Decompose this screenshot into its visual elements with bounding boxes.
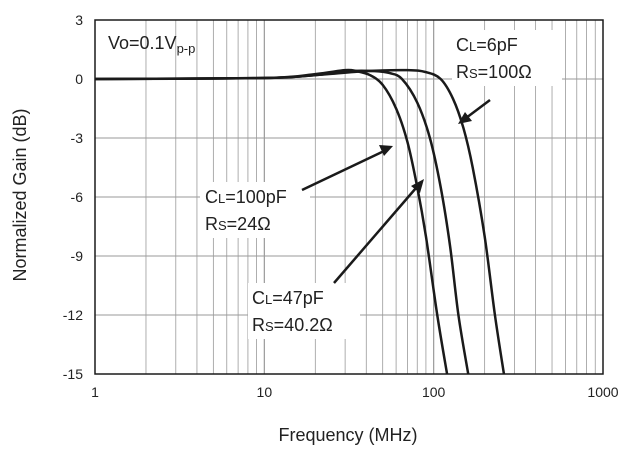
svg-text:CL=100pF: CL=100pF [205, 187, 287, 207]
svg-text:RS=100Ω: RS=100Ω [456, 62, 532, 82]
plot-frame [94, 19, 604, 375]
x-tick-label: 100 [422, 384, 446, 400]
x-tick-label: 1 [91, 384, 99, 400]
svg-text:CL=6pF: CL=6pF [456, 35, 518, 55]
y-tick-label: -12 [63, 307, 83, 323]
annotation-cl-47pf: CL=47pF RS=40.2Ω [248, 283, 360, 339]
svg-text:RS=40.2Ω: RS=40.2Ω [252, 315, 333, 335]
y-tick-label: -9 [71, 248, 84, 264]
y-tick-label: -6 [71, 189, 84, 205]
x-tick-label: 10 [257, 384, 273, 400]
x-tick-label: 1000 [587, 384, 618, 400]
series-lines [94, 68, 506, 375]
arrow-cl-47pf [333, 179, 424, 284]
svg-text:CL=47pF: CL=47pF [252, 288, 324, 308]
y-tick-label: 0 [75, 71, 83, 87]
tick-labels: 1 10 100 1000 3 0 -3 -6 -9 -12 -15 [63, 12, 619, 400]
annotation-cl-100pf: CL=100pF RS=24Ω [200, 182, 310, 238]
y-tick-label: -3 [71, 130, 84, 146]
condition-label: Vo=0.1Vp-p [108, 33, 195, 56]
y-tick-label: 3 [75, 12, 83, 28]
annotation-cl-6pf: CL=6pF RS=100Ω [452, 30, 562, 86]
svg-text:RS=24Ω: RS=24Ω [205, 214, 271, 234]
arrow-cl-100pf [301, 145, 393, 192]
x-axis-title: Frequency (MHz) [278, 425, 417, 445]
arrow-cl-6pf [458, 99, 491, 124]
y-tick-label: -15 [63, 366, 83, 382]
series-line [94, 68, 449, 375]
y-axis-title: Normalized Gain (dB) [10, 108, 30, 281]
